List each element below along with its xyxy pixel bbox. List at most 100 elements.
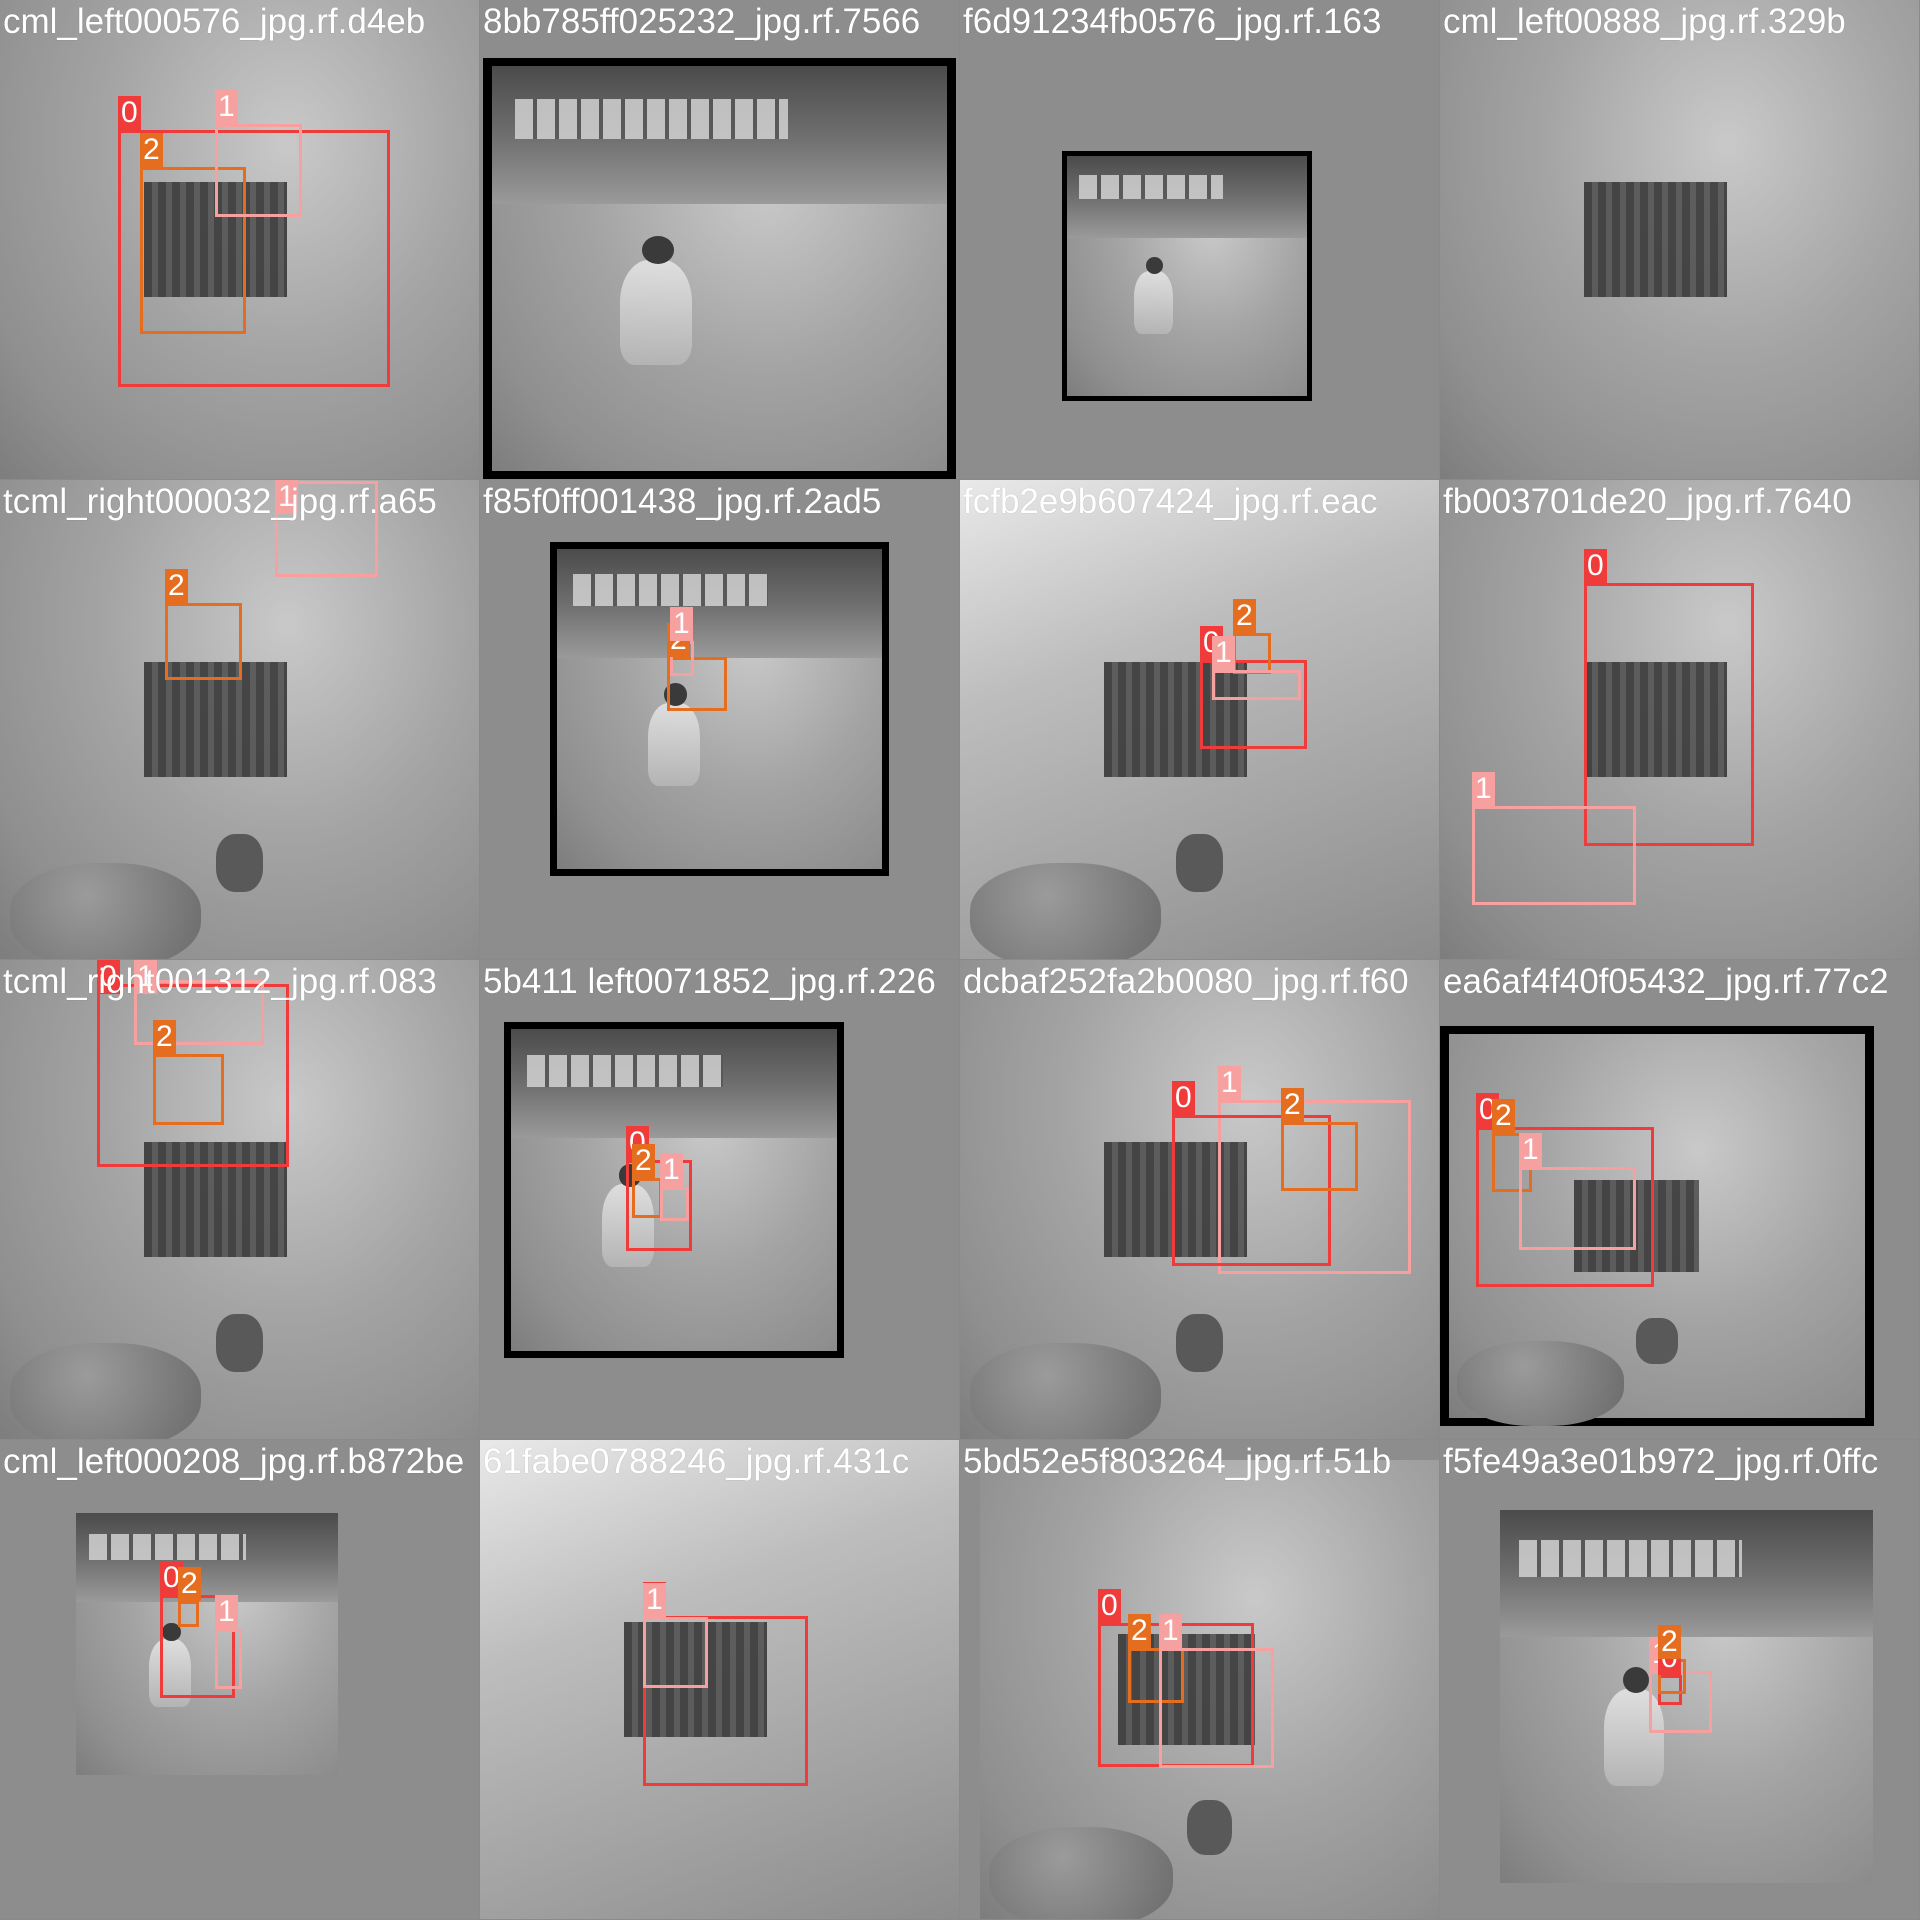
tile-filename: tcml_right000032_jpg.rf.a65 xyxy=(3,482,437,521)
class-label: 2 xyxy=(178,1567,201,1601)
class-label: 0 xyxy=(1172,1081,1195,1115)
tile-filename: cml_left00888_jpg.rf.329b xyxy=(1443,2,1846,41)
bounding-box xyxy=(215,124,302,217)
window-strip xyxy=(573,574,769,607)
camera-frame xyxy=(504,1022,844,1358)
mosaic-tile: tcml_right000032_jpg.rf.a65 1 2 xyxy=(0,480,479,959)
camera-frame xyxy=(1440,0,1919,479)
bounding-box xyxy=(153,1054,224,1125)
bounding-box xyxy=(165,603,242,680)
bounding-box xyxy=(643,1617,708,1688)
crate xyxy=(1103,662,1248,777)
tile-filename: 5b411 left0071852_jpg.rf.226 xyxy=(483,962,936,1001)
class-label: 1 xyxy=(1472,772,1495,806)
class-label: 1 xyxy=(660,1153,683,1187)
shoe xyxy=(1175,834,1224,892)
class-label: 0 xyxy=(97,960,120,994)
window-strip xyxy=(527,1054,723,1087)
mosaic-tile: 8bb785ff025232_jpg.rf.7566021 xyxy=(480,0,959,479)
camera-frame xyxy=(960,480,1439,959)
crate xyxy=(1117,1634,1256,1745)
knee xyxy=(989,1827,1173,1919)
mosaic-tile: f85f0ff001438_jpg.rf.2ad521 xyxy=(480,480,959,959)
tile-filename: cml_left000576_jpg.rf.d4eb xyxy=(3,2,426,41)
tile-filename: dcbaf252fa2b0080_jpg.rf.f60 xyxy=(963,962,1409,1001)
bounding-box xyxy=(626,1160,692,1251)
crate xyxy=(1583,662,1728,777)
mosaic-tile: 5b411 left0071852_jpg.rf.226 0 2 1 xyxy=(480,960,959,1439)
camera-frame xyxy=(1440,480,1919,959)
knee xyxy=(1457,1341,1624,1426)
class-label: 2 xyxy=(1492,1099,1515,1133)
class-label: 1 xyxy=(134,960,157,994)
bounding-box xyxy=(1584,583,1754,846)
crate xyxy=(1103,1142,1248,1257)
bounding-box xyxy=(134,980,264,1045)
mosaic-tile: fcfb2e9b607424_jpg.rf.eac021 xyxy=(960,480,1439,959)
mosaic-tile: f6d91234fb0576_jpg.rf.16312 xyxy=(960,0,1439,479)
crate xyxy=(623,1622,768,1737)
bounding-box xyxy=(1159,1648,1274,1768)
bounding-box xyxy=(215,1629,242,1689)
crate xyxy=(1573,1179,1699,1273)
mosaic-tile: fb003701de20_jpg.rf.7640 0 1 xyxy=(1440,480,1919,959)
person-head xyxy=(1146,256,1163,274)
knee xyxy=(9,1343,202,1439)
person-figure xyxy=(647,702,700,786)
class-label: 2 xyxy=(153,1020,176,1054)
class-label: 1 xyxy=(670,607,693,641)
bounding-box xyxy=(643,1616,808,1786)
window-strip xyxy=(89,1533,247,1561)
mosaic-tile: 61fabe0788246_jpg.rf.431c01 xyxy=(480,1440,959,1919)
bounding-box xyxy=(1128,1648,1184,1703)
crate xyxy=(1583,182,1728,297)
camera-frame xyxy=(0,0,479,479)
tile-filename: tcml_right001312_jpg.rf.083 xyxy=(3,962,437,1001)
class-label: 1 xyxy=(275,480,298,514)
tile-filename: 5bd52e5f803264_jpg.rf.51b xyxy=(963,1442,1392,1481)
camera-frame xyxy=(1440,1026,1874,1426)
class-label: 1 xyxy=(215,90,238,124)
person-head xyxy=(1623,1666,1650,1693)
tile-filename: f6d91234fb0576_jpg.rf.163 xyxy=(963,2,1382,41)
bounding-box xyxy=(118,130,390,387)
mosaic-tile: 5bd52e5f803264_jpg.rf.51b 0 2 1 xyxy=(960,1440,1439,1919)
class-label: 2 xyxy=(632,1144,655,1178)
crate xyxy=(143,662,288,777)
tile-filename: fb003701de20_jpg.rf.7640 xyxy=(1443,482,1852,521)
camera-frame xyxy=(0,480,479,959)
window-strip xyxy=(515,98,788,140)
camera-frame xyxy=(0,960,479,1439)
mosaic-tile: f5fe49a3e01b972_jpg.rf.0ffc102 xyxy=(1440,1440,1919,1919)
tile-filename: f5fe49a3e01b972_jpg.rf.0ffc xyxy=(1443,1442,1879,1481)
person-head xyxy=(162,1623,181,1642)
mosaic-tile: cml_left00888_jpg.rf.329b021 xyxy=(1440,0,1919,479)
bounding-box xyxy=(1476,1127,1654,1287)
camera-frame xyxy=(480,1440,959,1919)
crate xyxy=(143,1142,288,1257)
class-label: 2 xyxy=(1128,1614,1151,1648)
camera-frame xyxy=(1500,1510,1873,1883)
mosaic-tile: cml_left000208_jpg.rf.b872be 0 2 1 xyxy=(0,1440,479,1919)
class-label: 1 xyxy=(1218,1066,1241,1100)
mosaic-tile: cml_left000576_jpg.rf.d4eb 0 2 1 xyxy=(0,0,479,479)
class-label: 0 xyxy=(1098,1589,1121,1623)
shoe xyxy=(1175,1314,1224,1372)
mosaic-tile: ea6af4f40f05432_jpg.rf.77c2 0 2 1 xyxy=(1440,960,1919,1439)
bounding-box xyxy=(275,481,378,577)
bounding-box xyxy=(178,1601,199,1627)
bounding-box xyxy=(1519,1167,1636,1250)
class-label: 1 xyxy=(643,1583,666,1617)
shoe xyxy=(1636,1318,1678,1365)
camera-frame xyxy=(76,1513,338,1775)
knee xyxy=(969,1343,1162,1439)
bounding-box xyxy=(1218,1100,1411,1274)
class-label: 2 xyxy=(140,133,163,167)
bounding-box xyxy=(1472,806,1636,905)
tile-filename: fcfb2e9b607424_jpg.rf.eac xyxy=(963,482,1378,521)
class-label: 2 xyxy=(1281,1088,1304,1122)
person-head xyxy=(642,236,675,265)
person-figure xyxy=(619,260,693,366)
class-label: 2 xyxy=(1233,599,1256,633)
